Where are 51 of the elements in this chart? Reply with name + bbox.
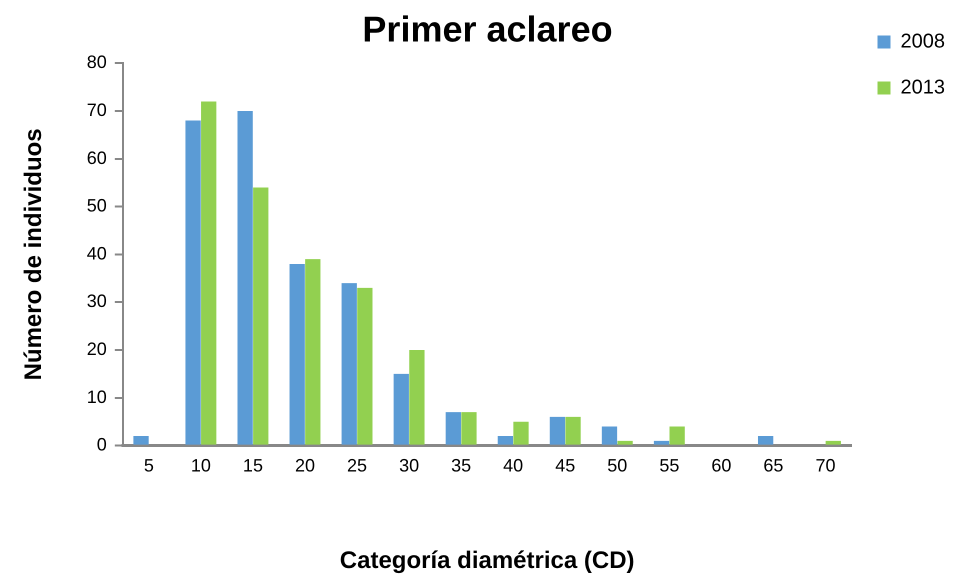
legend-label: 2013	[900, 76, 946, 99]
bar	[446, 412, 461, 445]
bar	[201, 101, 216, 445]
bar	[669, 426, 685, 445]
bar	[394, 374, 409, 445]
bar	[498, 436, 514, 445]
bar	[565, 416, 581, 445]
y-tick-label: 20	[86, 338, 107, 359]
x-tick-label: 25	[347, 455, 368, 476]
bar	[617, 440, 633, 445]
x-tick-label: 5	[144, 455, 154, 476]
x-axis-title: Categoría diamétrica (CD)	[340, 547, 635, 574]
bar	[342, 283, 357, 445]
y-tick-label: 80	[86, 52, 107, 72]
y-tick-label: 40	[86, 243, 107, 264]
bar	[758, 436, 774, 445]
legend-label: 2008	[900, 30, 946, 53]
bar	[185, 120, 201, 445]
x-tick-label: 55	[659, 455, 680, 476]
x-tick-label: 45	[555, 455, 576, 476]
bar	[513, 422, 529, 445]
x-tick-label: 60	[711, 455, 732, 476]
x-tick-label: 40	[503, 455, 524, 476]
bar	[826, 440, 841, 445]
bar	[253, 187, 268, 445]
bar	[133, 436, 149, 445]
x-tick-label: 30	[399, 455, 420, 476]
chart-title: Primer aclareo	[362, 8, 613, 50]
bar	[602, 426, 618, 445]
bar	[654, 440, 670, 445]
bar	[550, 416, 566, 445]
y-tick-label: 70	[86, 100, 107, 120]
bar	[461, 412, 477, 445]
bar	[357, 288, 372, 445]
x-tick-label: 15	[242, 455, 263, 476]
x-tick-label: 65	[763, 455, 784, 476]
y-tick-label: 50	[86, 196, 107, 216]
bar	[290, 264, 305, 445]
y-tick-label: 0	[96, 434, 107, 455]
x-tick-label: 10	[190, 455, 211, 476]
x-tick-label: 20	[294, 455, 316, 476]
y-tick-label: 30	[86, 291, 107, 312]
y-tick-label: 60	[86, 148, 107, 168]
bar	[409, 350, 425, 445]
bar	[305, 259, 320, 445]
x-tick-label: 70	[815, 455, 836, 476]
y-axis-title: Número de individuos	[20, 128, 48, 380]
x-tick-label: 35	[451, 455, 472, 476]
x-tick-label: 50	[607, 455, 628, 476]
bar	[237, 111, 253, 445]
y-tick-label: 10	[86, 386, 107, 407]
